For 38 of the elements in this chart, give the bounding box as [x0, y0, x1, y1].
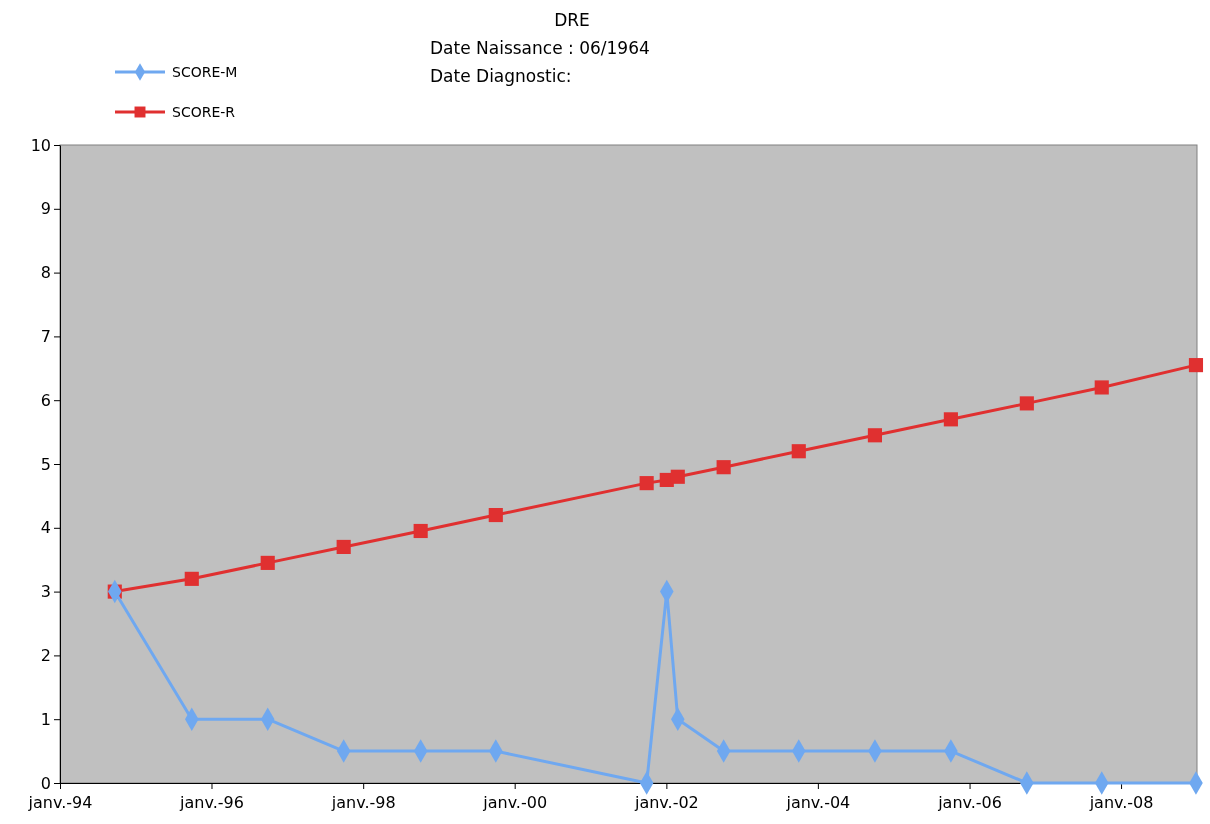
- x-tick-label: janv.-00: [482, 793, 548, 812]
- point: [336, 539, 351, 555]
- x-tick-label: janv.-94: [27, 793, 93, 812]
- point: [670, 469, 685, 484]
- point: [413, 523, 428, 539]
- y-tick-label: 6: [40, 390, 51, 410]
- y-tick-label: 10: [30, 135, 51, 155]
- point: [184, 571, 199, 586]
- point: [791, 444, 806, 459]
- x-tick-label: janv.-96: [179, 793, 244, 812]
- y-tick-label: 3: [40, 582, 51, 602]
- y-tick-label: 7: [40, 327, 51, 347]
- y-tick-label: 4: [40, 518, 51, 538]
- text: Date Diagnostic:: [430, 66, 572, 86]
- point: [1019, 396, 1034, 411]
- x-tick-label: janv.-08: [1088, 793, 1154, 812]
- legend-label: SCORE-M: [172, 64, 238, 80]
- point: [867, 428, 882, 443]
- point: [943, 412, 958, 427]
- x-tick-label: janv.-02: [633, 793, 699, 812]
- x-tick-label: janv.-98: [330, 793, 396, 812]
- y-tick-label: 2: [40, 646, 51, 666]
- y-tick-label: 5: [40, 454, 51, 474]
- chart-title: DRE: [554, 10, 590, 30]
- point: [260, 555, 275, 570]
- x-tick-label: janv.-04: [785, 793, 851, 812]
- y-tick-label: 8: [40, 263, 51, 283]
- point: [639, 476, 654, 491]
- chart-subtitle: Date Naissance : 06/1964: [430, 38, 650, 58]
- y-tick-label: 1: [40, 709, 51, 729]
- point: [488, 507, 503, 523]
- legend-label: SCORE-R: [172, 104, 236, 120]
- point: [1188, 358, 1204, 373]
- x-tick-label: janv.-06: [937, 793, 1002, 812]
- y-tick-label: 9: [40, 199, 51, 219]
- point: [716, 460, 731, 475]
- y-tick-label: 0: [40, 773, 51, 793]
- point: [1094, 380, 1109, 395]
